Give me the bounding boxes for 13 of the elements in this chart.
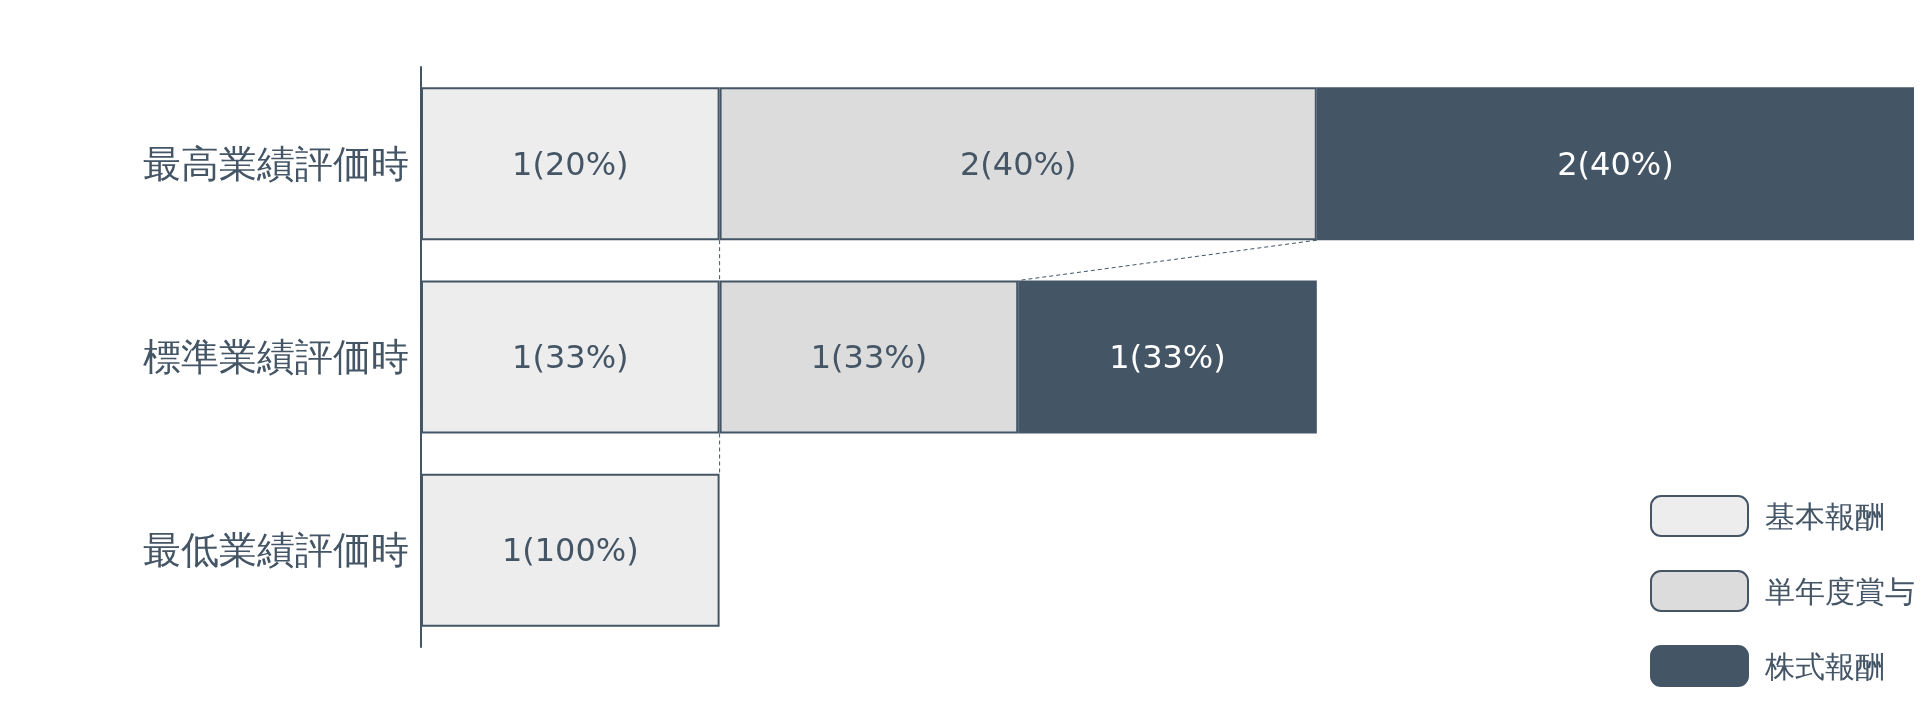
- y-tick-label: 最低業績評価時: [143, 528, 409, 573]
- data-label: 1(20%): [512, 144, 629, 183]
- data-label: 2(40%): [959, 144, 1077, 183]
- legend-label: 基本報酬: [1765, 498, 1885, 534]
- data-label: 2(40%): [1557, 144, 1674, 183]
- data-label: 1(100%): [501, 531, 639, 570]
- y-tick-label: 標準業績評価時: [143, 335, 409, 379]
- data-label: 1(33%): [1109, 338, 1226, 376]
- data-label: 1(33%): [512, 338, 629, 376]
- y-tick-label: 最高業績評価時: [143, 141, 409, 186]
- legend-label: 株式報酬: [1764, 648, 1885, 684]
- data-label: 1(33%): [810, 338, 928, 376]
- legend-label: 単年度賞与: [1765, 573, 1915, 609]
